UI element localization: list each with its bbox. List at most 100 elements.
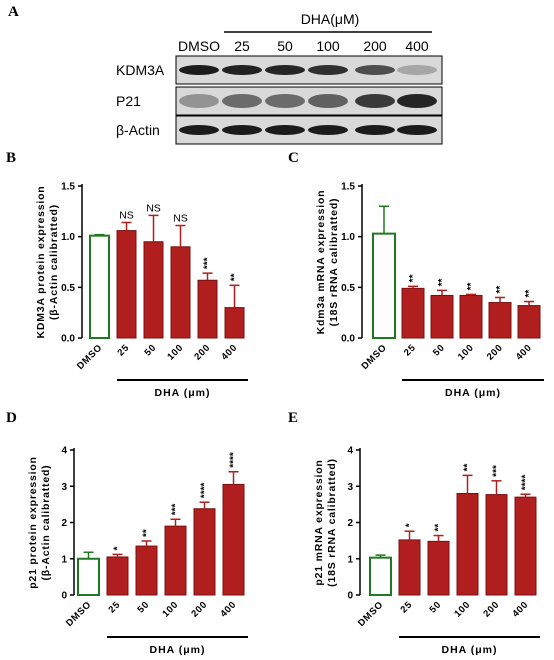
blot-lane-label: 100	[316, 38, 340, 54]
significance-marker: **	[434, 524, 445, 532]
x-axis-label: DHA (μm)	[149, 644, 205, 656]
treatment-bar	[514, 496, 537, 596]
blot-row-label: KDM3A	[116, 62, 165, 78]
treatment-bar	[143, 241, 164, 339]
blot-band	[179, 125, 219, 135]
significance-marker: **	[466, 283, 477, 291]
significance-marker: ****	[229, 452, 240, 468]
y-tick-label: 0.5	[341, 283, 355, 294]
blot-lane-label: 200	[363, 38, 387, 54]
western-blot: DHA(μM) DMSO 25 50 100 200 400 KDM3A P21 β-Acti…	[116, 11, 443, 145]
significance-marker: *	[405, 523, 416, 527]
treatment-bar	[197, 279, 218, 339]
blot-band	[308, 65, 348, 75]
significance-marker: ***	[171, 503, 182, 515]
chart-b: 0.0 0.5 1.0 1.5 KDM3A protein expression (β-A…	[35, 182, 248, 399]
blot-band	[265, 125, 305, 135]
blot-lane-label: 50	[277, 38, 293, 54]
x-category-label: 50	[431, 342, 447, 358]
x-category-label: 50	[136, 599, 152, 615]
x-category-label: 400	[219, 342, 239, 362]
control-bar	[372, 232, 396, 339]
y-axis-label: p21 mRNA expression	[313, 459, 325, 585]
significance-marker: ****	[200, 483, 211, 499]
treatment-bar	[430, 294, 454, 339]
treatment-bar	[106, 556, 129, 596]
treatment-bar	[401, 287, 425, 339]
y-tick-label: 0	[61, 591, 67, 602]
blot-band	[265, 65, 305, 75]
y-tick-label: 1	[347, 554, 353, 565]
blot-row-label: P21	[116, 93, 141, 109]
treatment-bar	[164, 525, 187, 596]
blot-band	[308, 125, 348, 135]
y-axis-label: (β-Actin calibratted)	[48, 204, 60, 320]
y-axis-label: (β-Actin calibratted)	[40, 465, 52, 581]
chart-c: 0.0 0.5 1.0 1.5 Kdm3a mRNA expression (18S rR…	[315, 182, 544, 399]
blot-band	[179, 94, 219, 108]
x-category-label: DMSO	[75, 342, 105, 372]
x-category-label: 200	[481, 599, 501, 619]
y-axis-label: Kdm3a mRNA expression	[315, 190, 327, 335]
y-tick-label: 4	[347, 446, 353, 457]
significance-marker: **	[408, 274, 419, 282]
treatment-bar	[193, 508, 216, 596]
significance-marker: **	[524, 290, 535, 298]
y-tick-label: 2	[61, 518, 67, 529]
significance-marker: NS	[119, 209, 134, 221]
x-category-label: 50	[428, 599, 444, 615]
blot-lane-label: DMSO	[178, 38, 220, 54]
significance-marker: **	[437, 278, 448, 286]
y-tick-label: 0	[347, 591, 353, 602]
y-tick-label: 0.0	[61, 334, 75, 345]
panel-label-e: E	[288, 410, 298, 426]
blot-rows: KDM3A P21 β-Actin	[116, 55, 443, 145]
x-category-label: DMSO	[359, 342, 389, 372]
x-category-label: 200	[192, 342, 212, 362]
control-bar	[369, 556, 392, 596]
blot-band	[179, 65, 219, 75]
x-category-label: 25	[107, 599, 123, 615]
y-tick-label: 3	[61, 482, 67, 493]
y-tick-label: 1	[61, 554, 67, 565]
significance-marker: *	[113, 546, 124, 550]
chart-d: 0 1 2 3 4 p21 protein expression (β-Actin cali…	[27, 446, 248, 656]
blot-row-label: β-Actin	[116, 122, 160, 138]
panel-label-b: B	[6, 150, 16, 166]
x-category-label: 400	[514, 342, 534, 362]
significance-marker: NS	[146, 202, 161, 214]
significance-marker: **	[495, 286, 506, 294]
blot-lane-labels: DMSO 25 50 100 200 400	[178, 38, 429, 54]
x-category-label: 400	[510, 599, 530, 619]
control-bar	[89, 234, 110, 339]
significance-marker: NS	[173, 213, 188, 225]
treatment-bar	[485, 494, 508, 596]
x-category-label: DMSO	[356, 599, 386, 629]
x-category-label: 200	[485, 342, 505, 362]
blot-band	[397, 65, 437, 75]
treatment-bar	[398, 539, 421, 596]
blot-group-header: DHA(μM)	[301, 11, 360, 27]
blot-band	[397, 125, 437, 135]
y-tick-label: 2	[347, 518, 353, 529]
blot-band	[222, 125, 262, 135]
blot-band	[355, 65, 395, 75]
treatment-bar	[222, 483, 245, 596]
y-tick-label: 1.0	[341, 232, 355, 243]
x-category-label: 100	[456, 342, 476, 362]
y-tick-label: 0.5	[61, 283, 75, 294]
treatment-bar	[427, 540, 450, 596]
treatment-bar	[459, 294, 483, 339]
x-axis-label: DHA (μm)	[441, 644, 497, 656]
y-axis-label: (18S rRNA calibratted)	[328, 198, 340, 327]
significance-marker: **	[463, 463, 474, 471]
blot-lane-label: 400	[405, 38, 429, 54]
panel-label-d: D	[6, 410, 17, 426]
treatment-bar	[517, 305, 541, 339]
x-category-label: 50	[143, 342, 159, 358]
significance-marker: ***	[203, 257, 214, 269]
panel-label-a: A	[8, 4, 19, 20]
x-category-label: 100	[160, 599, 180, 619]
x-category-label: 400	[218, 599, 238, 619]
x-category-label: DMSO	[64, 599, 94, 629]
